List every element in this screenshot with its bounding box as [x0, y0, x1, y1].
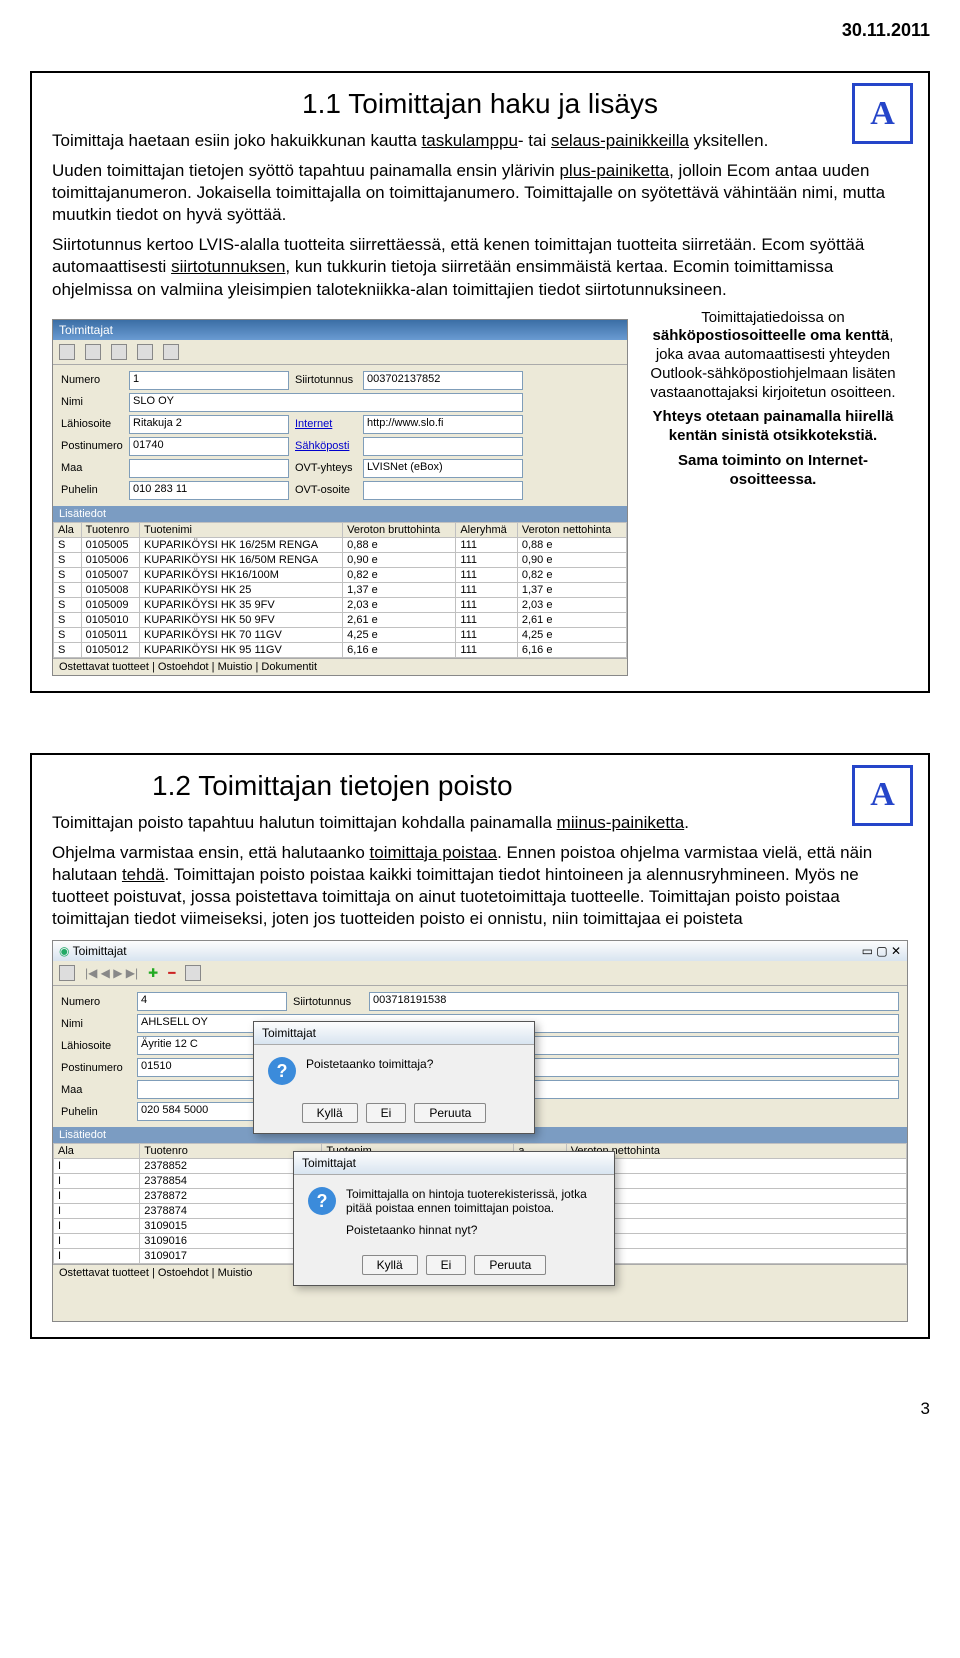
toolbar[interactable] — [53, 340, 627, 365]
logo-icon: A — [852, 83, 913, 144]
field-ovtyhteys[interactable]: LVISNet (eBox) — [363, 459, 523, 478]
table-row[interactable]: S0105010KUPARIKÖYSI HK 50 9FV2,61 e1112,… — [54, 612, 627, 627]
toolbar-icon[interactable] — [59, 344, 75, 360]
table-row[interactable]: S0105006KUPARIKÖYSI HK 16/50M RENGA0,90 … — [54, 552, 627, 567]
screenshot-2: ◉ Toimittajat ▭ ▢ ✕ |◀ ◀ ▶ ▶| ✚ ━ Numero… — [52, 940, 908, 1322]
toolbar[interactable]: |◀ ◀ ▶ ▶| ✚ ━ — [53, 961, 907, 986]
question-icon: ? — [268, 1057, 296, 1085]
field-lahiosoite[interactable]: Ritakuja 2 — [129, 415, 289, 434]
tab-bar[interactable]: Ostettavat tuotteet | Ostoehdot | Muisti… — [53, 658, 627, 675]
search-icon[interactable] — [185, 965, 201, 981]
field-numero[interactable]: 4 — [137, 992, 287, 1011]
field-maa[interactable] — [129, 459, 289, 478]
s2-para2: Ohjelma varmistaa ensin, että halutaanko… — [52, 842, 908, 930]
table-row[interactable]: S0105012KUPARIKÖYSI HK 95 11GV6,16 e1116… — [54, 642, 627, 657]
table-header: Tuotenro — [81, 522, 139, 537]
table-header: Veroton bruttohinta — [343, 522, 456, 537]
table-row[interactable]: S0105011KUPARIKÖYSI HK 70 11GV4,25 e1114… — [54, 627, 627, 642]
dialog-text: Toimittajalla on hintoja tuoterekisteris… — [346, 1187, 600, 1237]
label-lahiosoite: Lähiosoite — [61, 1040, 131, 1052]
toolbar-icon[interactable] — [85, 344, 101, 360]
question-icon: ? — [308, 1187, 336, 1215]
page-number: 3 — [30, 1399, 930, 1419]
label-numero: Numero — [61, 996, 131, 1008]
label-internet[interactable]: Internet — [295, 418, 357, 430]
dialog-text: Poistetaanko toimittaja? — [306, 1057, 433, 1071]
window-title: ◉ Toimittajat ▭ ▢ ✕ — [53, 941, 907, 961]
field-postinumero[interactable]: 01740 — [129, 437, 289, 456]
label-maa: Maa — [61, 1084, 131, 1096]
save-icon[interactable] — [59, 965, 75, 981]
table-row[interactable]: S0105007KUPARIKÖYSI HK16/100M0,82 e1110,… — [54, 567, 627, 582]
dialog-title: Toimittajat — [254, 1022, 534, 1045]
yes-button[interactable]: Kyllä — [362, 1255, 418, 1275]
yes-button[interactable]: Kyllä — [302, 1103, 358, 1123]
s1-para2: Uuden toimittajan tietojen syöttö tapaht… — [52, 160, 908, 226]
toolbar-icon[interactable] — [111, 344, 127, 360]
section-2: A 1.2 Toimittajan tietojen poisto Toimit… — [30, 753, 930, 1339]
section-1: A 1.1 Toimittajan haku ja lisäys Toimitt… — [30, 71, 930, 693]
no-button[interactable]: Ei — [426, 1255, 467, 1275]
s2-para1: Toimittajan poisto tapahtuu halutun toim… — [52, 812, 908, 834]
field-siirtotunnus[interactable]: 003702137852 — [363, 371, 523, 390]
label-puhelin: Puhelin — [61, 484, 123, 496]
list-header: Lisätiedot — [53, 506, 627, 522]
label-postinumero: Postinumero — [61, 440, 123, 452]
logo-icon: A — [852, 765, 913, 826]
window-title: Toimittajat — [53, 320, 627, 340]
section2-title: 1.2 Toimittajan tietojen poisto — [152, 770, 908, 802]
dialog-title: Toimittajat — [294, 1152, 614, 1175]
field-ovtosoite[interactable] — [363, 481, 523, 500]
label-postinumero: Postinumero — [61, 1062, 131, 1074]
confirm-dialog-1: Toimittajat ? Poistetaanko toimittaja? K… — [253, 1021, 535, 1134]
product-table: AlaTuotenroTuotenimiVeroton bruttohintaA… — [53, 522, 627, 658]
s1-para1: Toimittaja haetaan esiin joko hakuikkuna… — [52, 130, 908, 152]
label-nimi: Nimi — [61, 396, 123, 408]
field-internet[interactable]: http://www.slo.fi — [363, 415, 523, 434]
toolbar-icon[interactable] — [163, 344, 179, 360]
field-nimi[interactable]: SLO OY — [129, 393, 523, 412]
table-row[interactable]: S0105008KUPARIKÖYSI HK 251,37 e1111,37 e — [54, 582, 627, 597]
screenshot-1: Toimittajat Numero 1 Siirtotunnus 003702… — [52, 319, 628, 676]
field-sahkoposti[interactable] — [363, 437, 523, 456]
table-row[interactable]: S0105009KUPARIKÖYSI HK 35 9FV2,03 e1112,… — [54, 597, 627, 612]
confirm-dialog-2: Toimittajat ? Toimittajalla on hintoja t… — [293, 1151, 615, 1286]
table-header: Aleryhmä — [456, 522, 518, 537]
date-header: 30.11.2011 — [30, 20, 930, 41]
label-nimi: Nimi — [61, 1018, 131, 1030]
label-siirtotunnus: Siirtotunnus — [293, 996, 363, 1008]
label-sahkoposti[interactable]: Sähköposti — [295, 440, 357, 452]
table-header: Ala — [54, 522, 82, 537]
toolbar-icon[interactable] — [137, 344, 153, 360]
label-lahiosoite: Lähiosoite — [61, 418, 123, 430]
no-button[interactable]: Ei — [366, 1103, 407, 1123]
table-row[interactable]: S0105005KUPARIKÖYSI HK 16/25M RENGA0,88 … — [54, 537, 627, 552]
label-puhelin: Puhelin — [61, 1106, 131, 1118]
cancel-button[interactable]: Peruuta — [414, 1103, 486, 1123]
label-ovtosoite: OVT-osoite — [295, 484, 357, 496]
field-siirtotunnus[interactable]: 003718191538 — [369, 992, 899, 1011]
label-maa: Maa — [61, 462, 123, 474]
label-siirtotunnus: Siirtotunnus — [295, 374, 357, 386]
label-numero: Numero — [61, 374, 123, 386]
annotation-box: Toimittajatiedoissa on sähköpostiosoitte… — [638, 309, 908, 676]
s1-para3: Siirtotunnus kertoo LVIS-alalla tuotteit… — [52, 234, 908, 300]
section1-title: 1.1 Toimittajan haku ja lisäys — [52, 88, 908, 120]
field-numero[interactable]: 1 — [129, 371, 289, 390]
table-header: Veroton nettohinta — [517, 522, 626, 537]
table-header: Tuotenimi — [140, 522, 343, 537]
label-ovtyhteys: OVT-yhteys — [295, 462, 357, 474]
table-header: Veroton nettohinta — [566, 1144, 906, 1159]
table-header: Ala — [54, 1144, 140, 1159]
field-puhelin[interactable]: 010 283 11 — [129, 481, 289, 500]
cancel-button[interactable]: Peruuta — [474, 1255, 546, 1275]
form-area: Numero 1 Siirtotunnus 003702137852 Nimi … — [53, 365, 627, 506]
